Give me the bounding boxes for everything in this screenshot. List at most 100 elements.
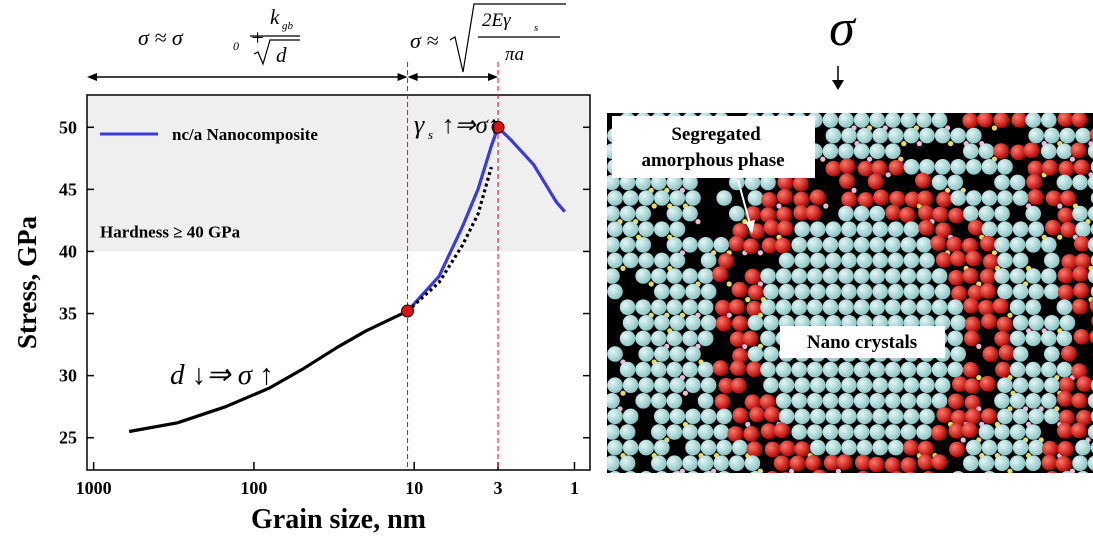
amorphous-atom <box>964 331 980 347</box>
crystal-atom <box>916 299 932 315</box>
amorphous-atom <box>869 457 885 473</box>
amorphous-atom <box>805 455 821 471</box>
amorphous-atom <box>980 236 996 252</box>
amorphous-atom <box>1024 486 1040 502</box>
crystal-atom <box>794 409 810 425</box>
dopant-atom <box>698 484 703 489</box>
crystal-atom <box>1010 362 1026 378</box>
amorphous-atom <box>774 422 790 438</box>
crystal-atom <box>1013 315 1029 331</box>
crystal-atom <box>885 112 901 128</box>
amorphous-atom <box>951 286 967 302</box>
crystal-atom <box>794 253 810 269</box>
crystal-atom <box>638 190 654 206</box>
crystal-atom <box>979 424 995 440</box>
amorphous-atom <box>810 189 826 205</box>
amorphous-atom <box>840 158 856 174</box>
crystal-atom <box>966 440 982 456</box>
crystal-atom <box>994 393 1010 409</box>
amorphous-atom <box>948 208 964 224</box>
crystal-atom <box>854 424 870 440</box>
crystal-atom <box>791 299 807 315</box>
amorphous-atom <box>841 192 857 208</box>
crystal-atom <box>779 377 795 393</box>
dopant-atom <box>1007 313 1012 318</box>
crystal-atom <box>638 471 654 487</box>
crystal-atom <box>1013 284 1029 300</box>
amorphous-atom <box>950 251 966 267</box>
crystal-atom <box>794 377 810 393</box>
crystal-atom <box>950 159 966 175</box>
crystal-atom <box>997 377 1013 393</box>
amorphous-atom <box>743 238 759 254</box>
amorphous-atom <box>932 207 948 223</box>
crystal-atom <box>1041 393 1057 409</box>
crystal-atom <box>826 440 842 456</box>
crystal-atom <box>966 128 982 144</box>
crystal-atom <box>826 377 842 393</box>
crystal-atom <box>916 393 932 409</box>
crystal-atom <box>748 315 764 331</box>
crystal-atom <box>979 206 995 222</box>
amorphous-atom <box>794 441 810 457</box>
amorphous-atom <box>918 205 934 221</box>
amorphous-atom <box>885 205 901 221</box>
amorphous-atom <box>730 360 746 376</box>
crystal-atom <box>698 393 714 409</box>
amorphous-atom <box>777 189 793 205</box>
amorphous-atom <box>749 407 765 423</box>
crystal-atom <box>854 299 870 315</box>
dopant-atom <box>932 484 937 489</box>
crystal-atom <box>857 253 873 269</box>
crystal-atom <box>1028 221 1044 237</box>
legend-label: nc/a Nanocomposite <box>172 125 318 144</box>
dopant-atom <box>620 266 625 271</box>
amorphous-atom <box>732 316 748 332</box>
y-tick-label: 25 <box>59 428 77 448</box>
crystal-atom <box>994 175 1010 191</box>
crystal-atom <box>810 221 826 237</box>
crystal-atom <box>810 253 826 269</box>
arrowhead <box>488 73 498 81</box>
crystal-atom <box>748 346 764 362</box>
crystal-atom <box>701 440 717 456</box>
amorphous-atom <box>977 112 993 128</box>
point <box>402 305 414 317</box>
amorphous-atom <box>1041 455 1057 471</box>
crystal-atom <box>638 377 654 393</box>
crystal-atom <box>994 487 1010 503</box>
amorphous-atom <box>1057 391 1073 407</box>
amorphous-atom <box>993 143 1009 159</box>
crystal-atom <box>1044 409 1060 425</box>
crystal-atom <box>1044 315 1060 331</box>
amorphous-atom <box>963 298 979 314</box>
crystal-atom <box>963 455 979 471</box>
amorphous-atom <box>1074 160 1090 176</box>
crystal-atom <box>760 268 776 284</box>
amorphous-atom <box>812 470 828 486</box>
crystal-atom <box>997 284 1013 300</box>
crystal-atom <box>779 284 795 300</box>
amorphous-atom <box>729 236 745 252</box>
crystal-atom <box>854 112 870 128</box>
crystal-atom <box>979 487 995 503</box>
crystal-atom <box>1028 440 1044 456</box>
crystal-atom <box>885 143 901 159</box>
crystal-atom <box>607 284 623 300</box>
amorphous-atom <box>852 488 868 504</box>
crystal-atom <box>729 455 745 471</box>
crystal-atom <box>760 362 776 378</box>
crystal-atom <box>901 362 917 378</box>
crystal-atom <box>748 190 764 206</box>
crystal-atom <box>982 221 998 237</box>
crystal-atom <box>823 299 839 315</box>
amorphous-atom <box>997 316 1013 332</box>
crystal-atom <box>904 159 920 175</box>
amorphous-atom <box>793 192 809 208</box>
crystal-atom <box>997 409 1013 425</box>
crystal-atom <box>919 253 935 269</box>
crystal-atom <box>841 409 857 425</box>
amorphous-atom <box>743 426 759 442</box>
crystal-atom <box>607 471 623 487</box>
